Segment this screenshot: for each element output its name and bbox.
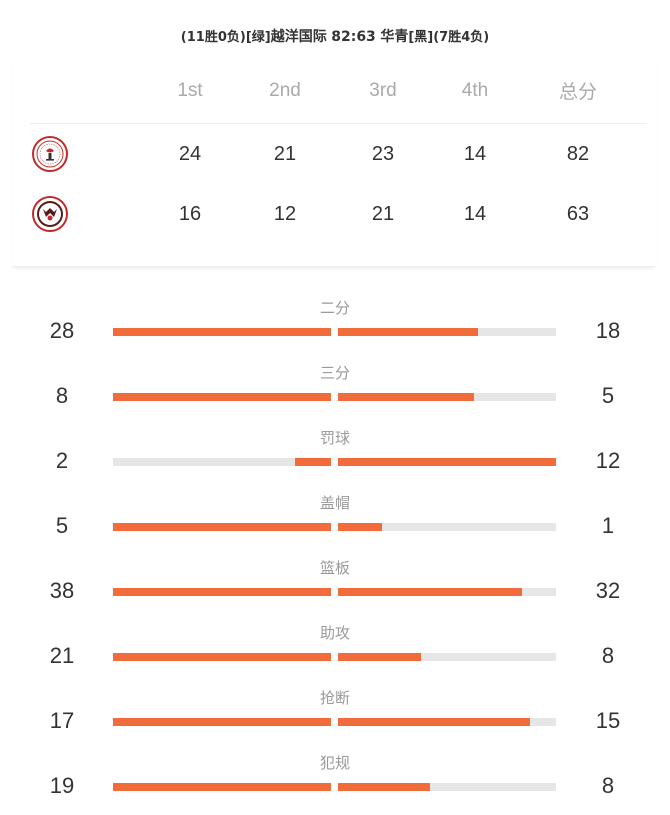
stat-home-value: 8 bbox=[55, 383, 69, 408]
home-q3-score: 23 bbox=[371, 142, 395, 165]
stat-home-bar-track bbox=[113, 588, 331, 596]
home-q1-score: 24 bbox=[178, 142, 202, 165]
stat-home-value: 2 bbox=[55, 448, 69, 473]
header-q4: 4th bbox=[461, 79, 489, 101]
stat-home-bar-fill bbox=[113, 718, 331, 726]
stat-away-bar-track bbox=[338, 718, 556, 726]
home-total-score: 82 bbox=[566, 142, 590, 165]
stat-label: 三分 bbox=[319, 364, 350, 382]
stat-home-value: 38 bbox=[49, 578, 75, 603]
home-record: (11胜0负) bbox=[180, 30, 246, 45]
stat-away-value: 12 bbox=[595, 448, 621, 473]
stat-home-bar-fill bbox=[113, 328, 331, 336]
away-q4-score: 14 bbox=[463, 202, 487, 225]
stat-away-value: 18 bbox=[595, 318, 621, 343]
stat-away-value: 15 bbox=[595, 708, 621, 733]
stat-home-bar-track bbox=[113, 458, 331, 466]
huaqing-team-logo-icon bbox=[32, 196, 68, 232]
away-color: [黑] bbox=[408, 30, 434, 45]
stat-row-steals: 抢断 17 15 bbox=[0, 685, 670, 750]
stat-label: 盖帽 bbox=[319, 494, 350, 512]
stat-away-value: 5 bbox=[601, 383, 615, 408]
stat-row-fouls: 犯规 19 8 bbox=[0, 750, 670, 815]
stat-home-bar-track bbox=[113, 393, 331, 401]
stat-home-value: 5 bbox=[55, 513, 69, 538]
away-record: (7胜4负) bbox=[433, 30, 490, 45]
away-team-name: 华青 bbox=[380, 29, 409, 45]
header-total: 总分 bbox=[558, 82, 597, 103]
header-q1: 1st bbox=[177, 79, 203, 101]
header-q3: 3rd bbox=[369, 79, 397, 101]
home-q2-score: 21 bbox=[273, 142, 297, 165]
stat-row-three-pointers: 三分 8 5 bbox=[0, 360, 670, 425]
stat-home-value: 28 bbox=[49, 318, 75, 343]
away-q1-score: 16 bbox=[178, 202, 202, 225]
stat-home-bar-fill bbox=[113, 393, 331, 401]
away-q2-score: 12 bbox=[273, 202, 297, 225]
stat-away-bar-track bbox=[338, 523, 556, 531]
stat-label: 二分 bbox=[319, 299, 350, 317]
stat-away-bar-fill bbox=[338, 783, 430, 791]
stat-home-value: 19 bbox=[49, 773, 75, 798]
team-stat-comparison: 二分 28 18 三分 8 5 罚球 2 12 盖帽 5 1 篮板 38 32 … bbox=[0, 295, 670, 815]
stat-row-assists: 助攻 21 8 bbox=[0, 620, 670, 685]
stat-away-bar-track bbox=[338, 783, 556, 791]
stat-away-bar-fill bbox=[338, 393, 475, 401]
home-team-name: 越洋国际 bbox=[270, 29, 327, 45]
stat-away-bar-fill bbox=[338, 458, 556, 466]
stat-home-bar-track bbox=[113, 523, 331, 531]
stat-away-value: 1 bbox=[601, 513, 615, 538]
home-color: [绿] bbox=[245, 30, 271, 45]
home-q4-score: 14 bbox=[463, 142, 487, 165]
stat-away-bar-track bbox=[338, 588, 556, 596]
stat-away-bar-fill bbox=[338, 523, 382, 531]
stat-home-bar-fill bbox=[113, 588, 331, 596]
stat-away-bar-track bbox=[338, 393, 556, 401]
final-score: 82:63 bbox=[331, 29, 376, 45]
stat-away-value: 8 bbox=[601, 773, 615, 798]
away-total-score: 63 bbox=[566, 202, 590, 225]
match-title: (11胜0负)[绿]越洋国际 82:63 华青[黑](7胜4负) bbox=[0, 26, 670, 46]
stat-label: 罚球 bbox=[319, 429, 350, 447]
stat-away-bar-fill bbox=[338, 328, 479, 336]
stat-label: 助攻 bbox=[319, 624, 350, 642]
stat-home-bar-track bbox=[113, 328, 331, 336]
stat-home-bar-fill bbox=[113, 653, 331, 661]
stat-home-bar-fill bbox=[113, 523, 331, 531]
stat-row-free-throws: 罚球 2 12 bbox=[0, 425, 670, 490]
scoreboard-table: 1st 2nd 3rd 4th 总分 24 21 23 bbox=[30, 58, 647, 244]
stat-home-value: 21 bbox=[49, 643, 75, 668]
scoreboard-header-row: 1st 2nd 3rd 4th 总分 bbox=[30, 58, 647, 124]
stat-away-value: 32 bbox=[595, 578, 621, 603]
home-team-score-row: 24 21 23 14 82 bbox=[30, 124, 647, 184]
stat-home-bar-track bbox=[113, 718, 331, 726]
stat-away-value: 8 bbox=[601, 643, 615, 668]
stat-away-bar-track bbox=[338, 328, 556, 336]
yueyang-team-logo-icon bbox=[32, 136, 68, 172]
header-logo-spacer bbox=[30, 58, 70, 123]
away-team-score-row: 16 12 21 14 63 bbox=[30, 184, 647, 244]
stat-home-bar-track bbox=[113, 653, 331, 661]
stat-away-bar-fill bbox=[338, 588, 522, 596]
stat-row-two-pointers: 二分 28 18 bbox=[0, 295, 670, 360]
stat-away-bar-fill bbox=[338, 718, 531, 726]
stat-row-blocks: 盖帽 5 1 bbox=[0, 490, 670, 555]
stat-away-bar-track bbox=[338, 653, 556, 661]
stat-home-bar-fill bbox=[113, 783, 331, 791]
stat-label: 篮板 bbox=[319, 559, 350, 577]
stat-home-bar-fill bbox=[294, 458, 331, 466]
stat-home-value: 17 bbox=[49, 708, 75, 733]
stat-label: 犯规 bbox=[319, 754, 350, 772]
header-q2: 2nd bbox=[269, 79, 301, 101]
stat-away-bar-fill bbox=[338, 653, 422, 661]
away-q3-score: 21 bbox=[371, 202, 395, 225]
stat-away-bar-track bbox=[338, 458, 556, 466]
stat-home-bar-track bbox=[113, 783, 331, 791]
stat-label: 抢断 bbox=[319, 689, 350, 707]
stat-row-rebounds: 篮板 38 32 bbox=[0, 555, 670, 620]
quarter-scoreboard: 1st 2nd 3rd 4th 总分 24 21 23 bbox=[12, 58, 656, 267]
